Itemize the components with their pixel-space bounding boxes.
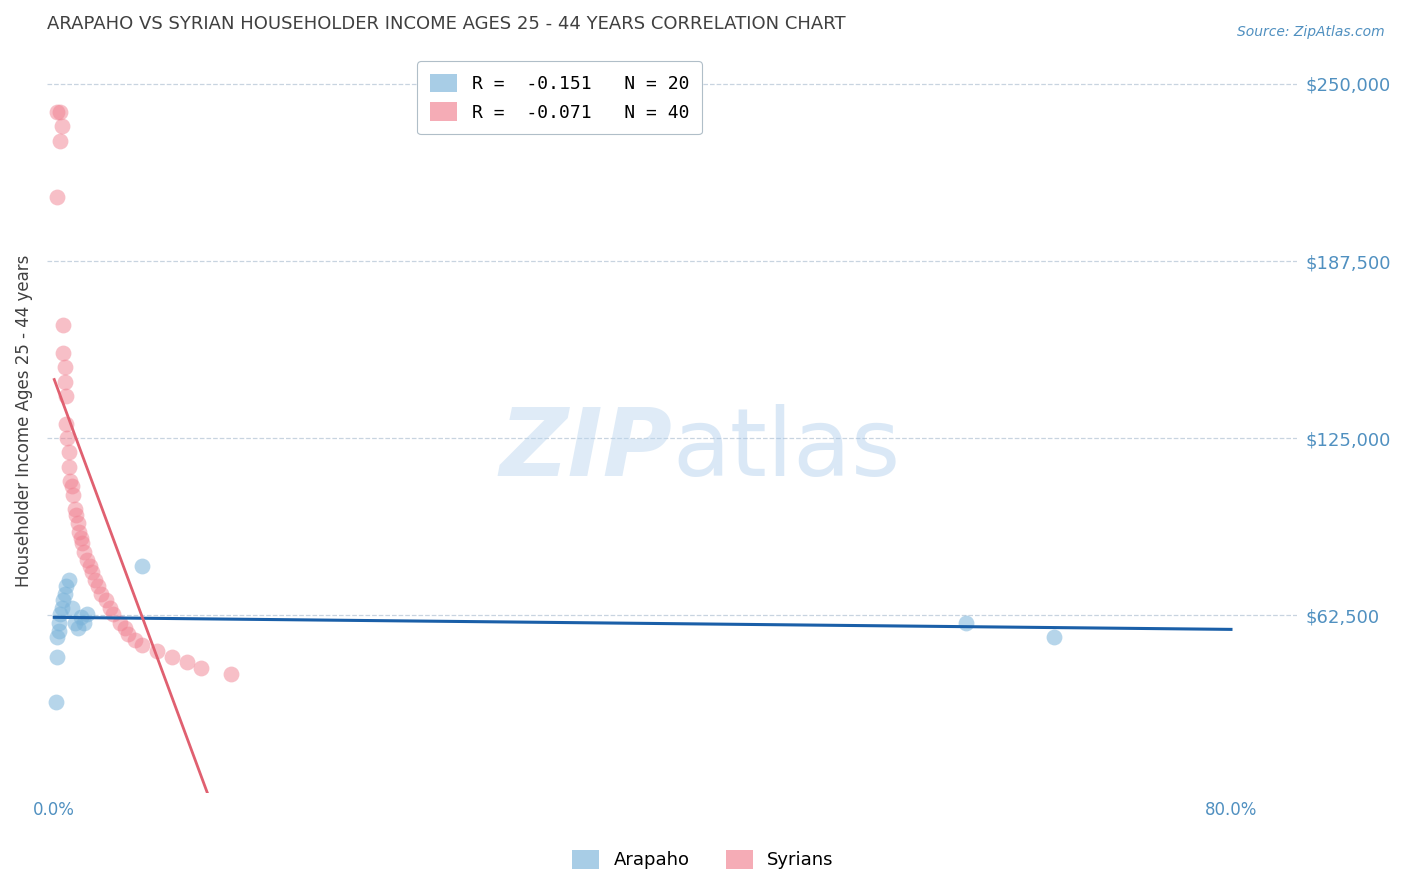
Point <box>176 655 198 669</box>
Point <box>59 474 82 488</box>
Text: ZIP: ZIP <box>499 404 672 496</box>
Point <box>60 479 83 493</box>
Text: atlas: atlas <box>672 404 900 496</box>
Point <box>48 624 70 638</box>
Point <box>46 190 69 204</box>
Point <box>52 593 75 607</box>
Point <box>51 601 73 615</box>
Point <box>66 621 89 635</box>
Point <box>58 445 80 459</box>
Point <box>53 587 76 601</box>
Point <box>98 601 121 615</box>
Point <box>73 544 96 558</box>
Point <box>114 621 136 635</box>
Legend: Arapaho, Syrians: Arapaho, Syrians <box>564 841 842 879</box>
Point <box>82 565 104 579</box>
Point <box>70 536 93 550</box>
Point <box>49 105 72 120</box>
Point <box>46 630 69 644</box>
Point <box>94 593 117 607</box>
Point <box>55 579 77 593</box>
Point <box>51 120 73 134</box>
Point <box>76 607 98 621</box>
Y-axis label: Householder Income Ages 25 - 44 years: Householder Income Ages 25 - 44 years <box>15 254 32 587</box>
Point <box>63 502 86 516</box>
Text: Source: ZipAtlas.com: Source: ZipAtlas.com <box>1237 25 1385 39</box>
Point <box>1043 630 1066 644</box>
Point <box>76 553 98 567</box>
Point <box>84 573 107 587</box>
Point <box>65 508 87 522</box>
Point <box>117 627 139 641</box>
Point <box>58 573 80 587</box>
Point <box>52 346 75 360</box>
Point <box>53 360 76 375</box>
Point <box>190 661 212 675</box>
Point <box>67 524 90 539</box>
Point <box>58 459 80 474</box>
Point <box>48 615 70 630</box>
Point <box>55 389 77 403</box>
Point <box>101 607 124 621</box>
Point <box>56 431 79 445</box>
Point <box>69 531 91 545</box>
Point <box>131 558 153 573</box>
Point <box>46 649 69 664</box>
Point <box>219 666 242 681</box>
Point <box>49 607 72 621</box>
Point <box>62 488 84 502</box>
Point <box>52 318 75 332</box>
Point <box>79 558 101 573</box>
Text: ARAPAHO VS SYRIAN HOUSEHOLDER INCOME AGES 25 - 44 YEARS CORRELATION CHART: ARAPAHO VS SYRIAN HOUSEHOLDER INCOME AGE… <box>46 15 845 33</box>
Point <box>73 615 96 630</box>
Point <box>53 375 76 389</box>
Point <box>66 516 89 531</box>
Point <box>124 632 146 647</box>
Point <box>90 587 112 601</box>
Point <box>49 134 72 148</box>
Point <box>87 579 110 593</box>
Point <box>55 417 77 431</box>
Point <box>110 615 132 630</box>
Point <box>46 105 69 120</box>
Legend: R =  -0.151   N = 20, R =  -0.071   N = 40: R = -0.151 N = 20, R = -0.071 N = 40 <box>418 62 702 134</box>
Point <box>131 638 153 652</box>
Point <box>45 695 67 709</box>
Point <box>63 615 86 630</box>
Point <box>60 601 83 615</box>
Point <box>160 649 183 664</box>
Point <box>955 615 977 630</box>
Point <box>69 610 91 624</box>
Point <box>146 644 169 658</box>
